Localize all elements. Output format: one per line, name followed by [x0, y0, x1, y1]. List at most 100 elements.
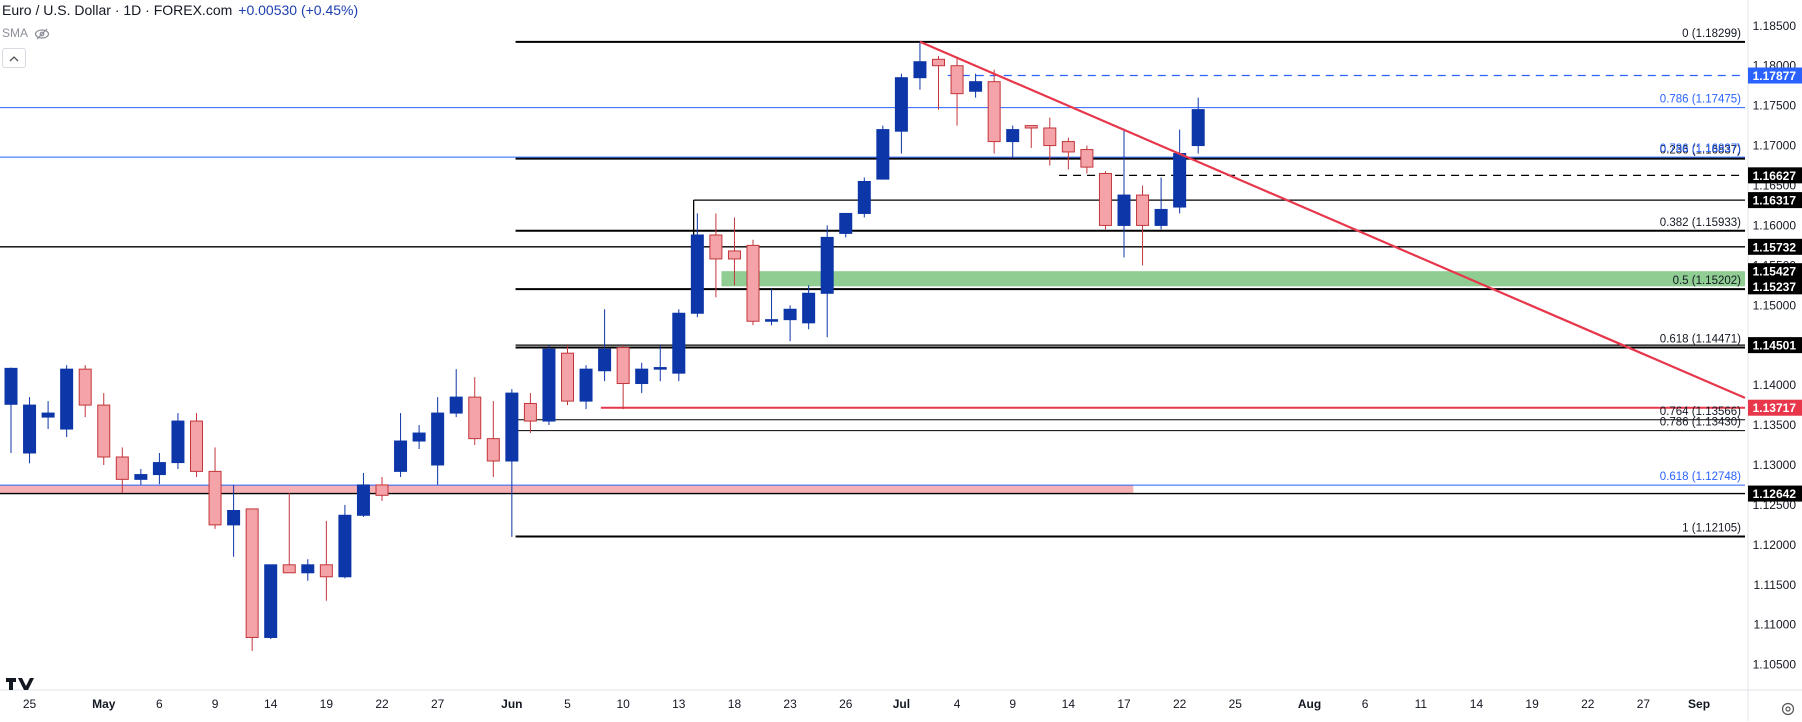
collapse-button[interactable]: [2, 48, 26, 68]
x-tick-label: 4: [954, 697, 961, 711]
candle-body: [1117, 194, 1131, 226]
y-tick-label: 1.17500: [1753, 99, 1797, 113]
price-change: +0.00530 (+0.45%): [238, 2, 359, 18]
candle-body: [598, 348, 612, 372]
candle-body: [1098, 173, 1112, 226]
price-label-box: [1748, 399, 1802, 416]
y-tick-label: 1.11500: [1754, 578, 1797, 592]
fib-label: 0.5 (1.15202): [1673, 275, 1742, 287]
price-label-text: 1.15427: [1753, 265, 1797, 279]
candle-body: [115, 456, 129, 480]
price-label-text: 1.16627: [1753, 169, 1797, 183]
fib-label: 0.618 (1.14471): [1660, 334, 1741, 346]
candle-body: [412, 432, 426, 442]
candle-body: [134, 474, 148, 480]
candle-body: [820, 236, 834, 294]
candle-body: [4, 367, 18, 405]
candle-body: [987, 81, 1001, 143]
candle-body: [616, 347, 630, 385]
x-tick-label: 14: [1470, 697, 1484, 711]
y-tick-label: 1.17000: [1753, 139, 1797, 153]
price-label-text: 1.14501: [1753, 339, 1797, 353]
candle-body: [41, 412, 55, 418]
candle-body: [765, 319, 779, 322]
candle-body: [857, 180, 871, 214]
candle-body: [839, 212, 853, 234]
price-label-box: [1748, 278, 1802, 295]
candle-body: [783, 308, 797, 321]
candle-body: [727, 250, 741, 260]
x-tick-label: 22: [1581, 697, 1595, 711]
candle-body: [561, 352, 574, 402]
x-tick-label: 13: [672, 697, 686, 711]
indicator-row[interactable]: SMA: [2, 24, 50, 42]
y-tick-label: 1.15000: [1753, 298, 1797, 312]
price-label-text: 1.15732: [1753, 240, 1797, 254]
price-label-text: 1.16317: [1753, 194, 1797, 208]
price-zone: [721, 271, 1745, 287]
candle-body: [969, 81, 983, 92]
candle-body: [468, 396, 482, 440]
candle-body: [523, 402, 537, 422]
fib-label: 0 (1.18299): [1682, 28, 1741, 40]
candle-body: [60, 368, 74, 430]
candle-body: [227, 509, 241, 526]
candle-body: [1136, 194, 1150, 226]
candle-body: [1154, 208, 1168, 226]
price-label-box: [1748, 337, 1802, 354]
eye-slash-icon[interactable]: [34, 27, 50, 40]
x-tick-label: Jul: [893, 697, 910, 711]
candle-body: [950, 65, 964, 95]
x-tick-label: 9: [1009, 697, 1016, 711]
fib-label: 0.236 (1.16837): [1660, 145, 1741, 157]
symbol-title[interactable]: Euro / U.S. Dollar · 1D · FOREX.com: [2, 2, 233, 18]
candle-body: [264, 564, 278, 638]
candle-body: [394, 440, 408, 472]
candle-body: [1173, 153, 1187, 208]
candle-body: [282, 564, 296, 574]
candle-body: [1024, 125, 1038, 129]
price-label-text: 1.13717: [1753, 401, 1797, 415]
candle-body: [690, 234, 704, 314]
candle-body: [913, 61, 927, 79]
candle-body: [152, 462, 166, 476]
candle-body: [876, 129, 890, 180]
x-tick-label: 23: [783, 697, 797, 711]
fib-label: 0.786 (1.16837): [1660, 143, 1741, 155]
y-tick-label: 1.18500: [1753, 19, 1797, 33]
candle-body: [431, 412, 445, 466]
x-tick-label: 5: [564, 697, 571, 711]
y-tick-label: 1.12000: [1753, 538, 1797, 552]
y-tick-label: 1.16000: [1753, 218, 1797, 232]
candle-body: [709, 234, 723, 260]
candle-body: [932, 58, 945, 67]
candle-body: [301, 564, 315, 574]
fib-label: 0.382 (1.15933): [1660, 217, 1741, 229]
y-tick-label: 1.13500: [1753, 418, 1797, 432]
x-tick-label: Sep: [1688, 697, 1710, 711]
y-tick-label: 1.14000: [1753, 378, 1797, 392]
price-zone: [0, 485, 1134, 494]
x-tick-label: 9: [212, 697, 219, 711]
settings-button[interactable]: [1780, 701, 1796, 717]
candle-body: [802, 292, 816, 324]
x-tick-label: May: [92, 697, 116, 711]
indicator-label[interactable]: SMA: [2, 26, 29, 40]
chevron-up-icon: [9, 49, 19, 67]
candle-body: [894, 77, 908, 132]
x-tick-label: 25: [23, 697, 37, 711]
candle-body: [672, 312, 686, 374]
candle-body: [505, 392, 519, 462]
candle-body: [319, 564, 333, 578]
candle-body: [486, 438, 500, 462]
candle-body: [635, 368, 649, 385]
x-tick-label: 10: [616, 697, 630, 711]
candle-body: [579, 368, 593, 402]
candle-body: [1043, 127, 1057, 147]
price-label-box: [1748, 263, 1802, 280]
candle-body: [1191, 109, 1205, 147]
candle-body: [97, 404, 111, 458]
x-tick-label: 26: [839, 697, 853, 711]
